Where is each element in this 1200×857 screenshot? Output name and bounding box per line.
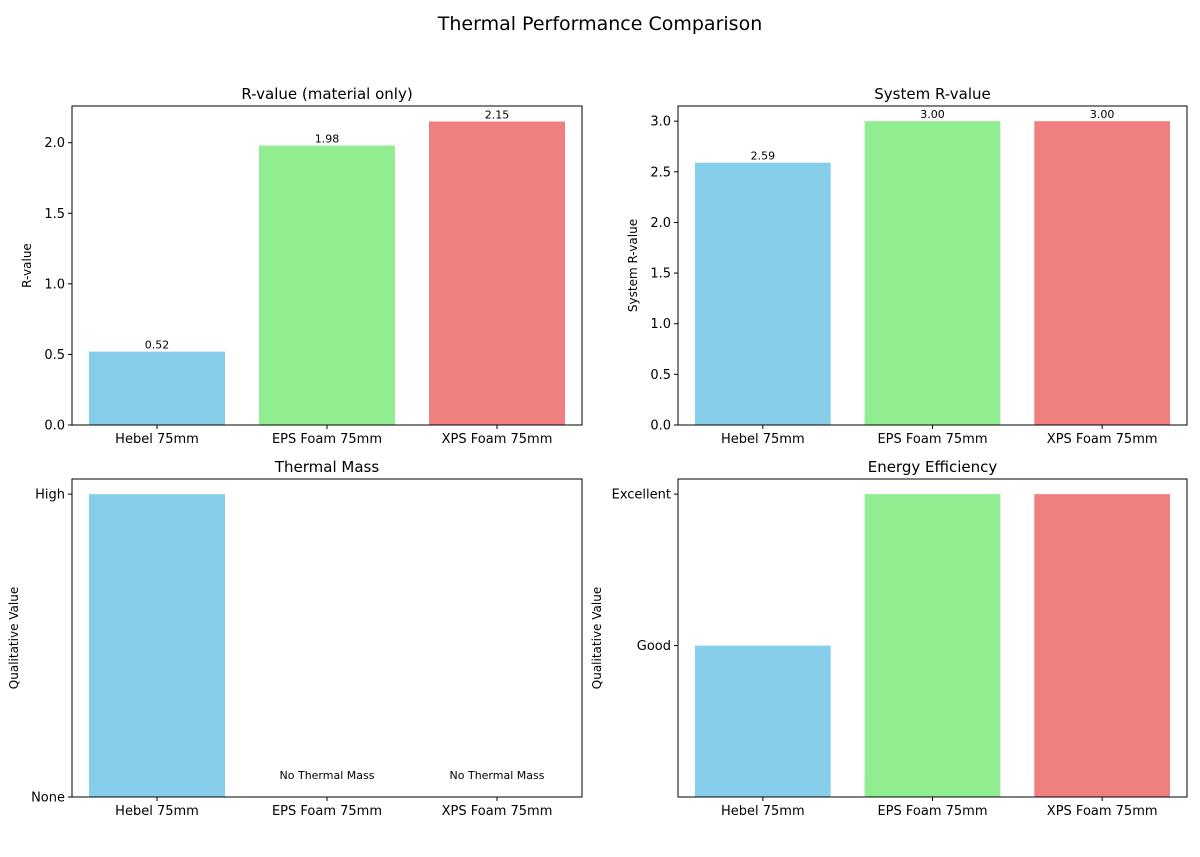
y-tick-label: 3.0	[650, 115, 671, 130]
bar-value-label: 3.00	[1090, 108, 1115, 121]
chart-panel-2: System R-value 0.0 0.5 1.0 1.5 2.0 2.5 3.0 Hebel…	[626, 85, 1188, 447]
bar-xps-foam-75mm	[429, 121, 565, 425]
y-tick-label: Good	[637, 639, 671, 654]
y-tick-label: 2.5	[650, 165, 671, 180]
x-tick-label: EPS Foam 75mm	[272, 804, 382, 819]
bar-xps-foam-75mm	[1034, 121, 1171, 425]
x-tick-label: XPS Foam 75mm	[442, 432, 553, 447]
chart-panel-4: Energy Efficiency Good Excellent Hebel 75mm…	[590, 458, 1188, 819]
y-tick-label: 1.0	[44, 277, 65, 292]
bar-value-label: 0.52	[145, 339, 170, 352]
chart-title: Energy Efficiency	[868, 458, 998, 476]
y-tick-label: 1.5	[44, 207, 65, 222]
bar-value-label: 3.00	[920, 108, 945, 121]
x-tick-label: Hebel 75mm	[721, 432, 805, 447]
bar-value-label: 2.59	[751, 150, 776, 163]
bar-hebel-75mm	[694, 645, 831, 797]
y-tick-label: 1.5	[650, 267, 671, 282]
figure-title: Thermal Performance Comparison	[437, 13, 762, 35]
y-tick-label: Excellent	[612, 488, 671, 503]
x-tick-label: XPS Foam 75mm	[1047, 804, 1158, 819]
y-tick-label: 0.0	[44, 419, 65, 434]
y-axis-label: Qualitative Value	[590, 587, 604, 689]
bar-xps-foam-75mm	[1034, 494, 1171, 797]
chart-panel-3: Thermal Mass None High Hebel 75mm EPS Foam 7…	[7, 458, 583, 819]
x-tick-label: EPS Foam 75mm	[877, 804, 987, 819]
y-tick-label: 2.0	[650, 216, 671, 231]
y-axis-label: System R-value	[626, 219, 640, 312]
y-tick-label: 0.5	[650, 368, 671, 383]
bar-eps-foam-75mm	[864, 494, 1001, 797]
chart-title: System R-value	[874, 85, 991, 103]
chart-panel-1: R-value (material only) 0.0 0.5 1.0 1.5 2.0 He…	[20, 85, 583, 447]
chart-title: Thermal Mass	[274, 458, 379, 476]
bar-eps-foam-75mm	[259, 145, 395, 425]
x-tick-label: XPS Foam 75mm	[1047, 432, 1158, 447]
x-tick-label: EPS Foam 75mm	[877, 432, 987, 447]
bar-value-label: 2.15	[485, 109, 510, 122]
y-tick-label: None	[31, 791, 65, 806]
y-tick-label: 2.0	[44, 136, 65, 151]
x-tick-label: XPS Foam 75mm	[442, 804, 553, 819]
y-tick-label: 1.0	[650, 317, 671, 332]
y-tick-label: High	[35, 488, 65, 503]
y-axis-label: Qualitative Value	[7, 587, 21, 689]
x-tick-label: EPS Foam 75mm	[272, 432, 382, 447]
bar-eps-foam-75mm	[864, 121, 1001, 425]
x-tick-label: Hebel 75mm	[115, 432, 199, 447]
x-tick-label: Hebel 75mm	[115, 804, 199, 819]
x-tick-label: Hebel 75mm	[721, 804, 805, 819]
y-axis-label: R-value	[20, 243, 34, 288]
bar-annotation: No Thermal Mass	[450, 769, 545, 782]
bar-annotation: No Thermal Mass	[280, 769, 375, 782]
bar-hebel-75mm	[89, 494, 225, 797]
bar-hebel-75mm	[89, 351, 225, 425]
y-tick-label: 0.0	[650, 419, 671, 434]
bar-hebel-75mm	[694, 162, 831, 425]
chart-title: R-value (material only)	[241, 85, 412, 103]
y-tick-label: 0.5	[44, 348, 65, 363]
bar-value-label: 1.98	[315, 133, 340, 146]
